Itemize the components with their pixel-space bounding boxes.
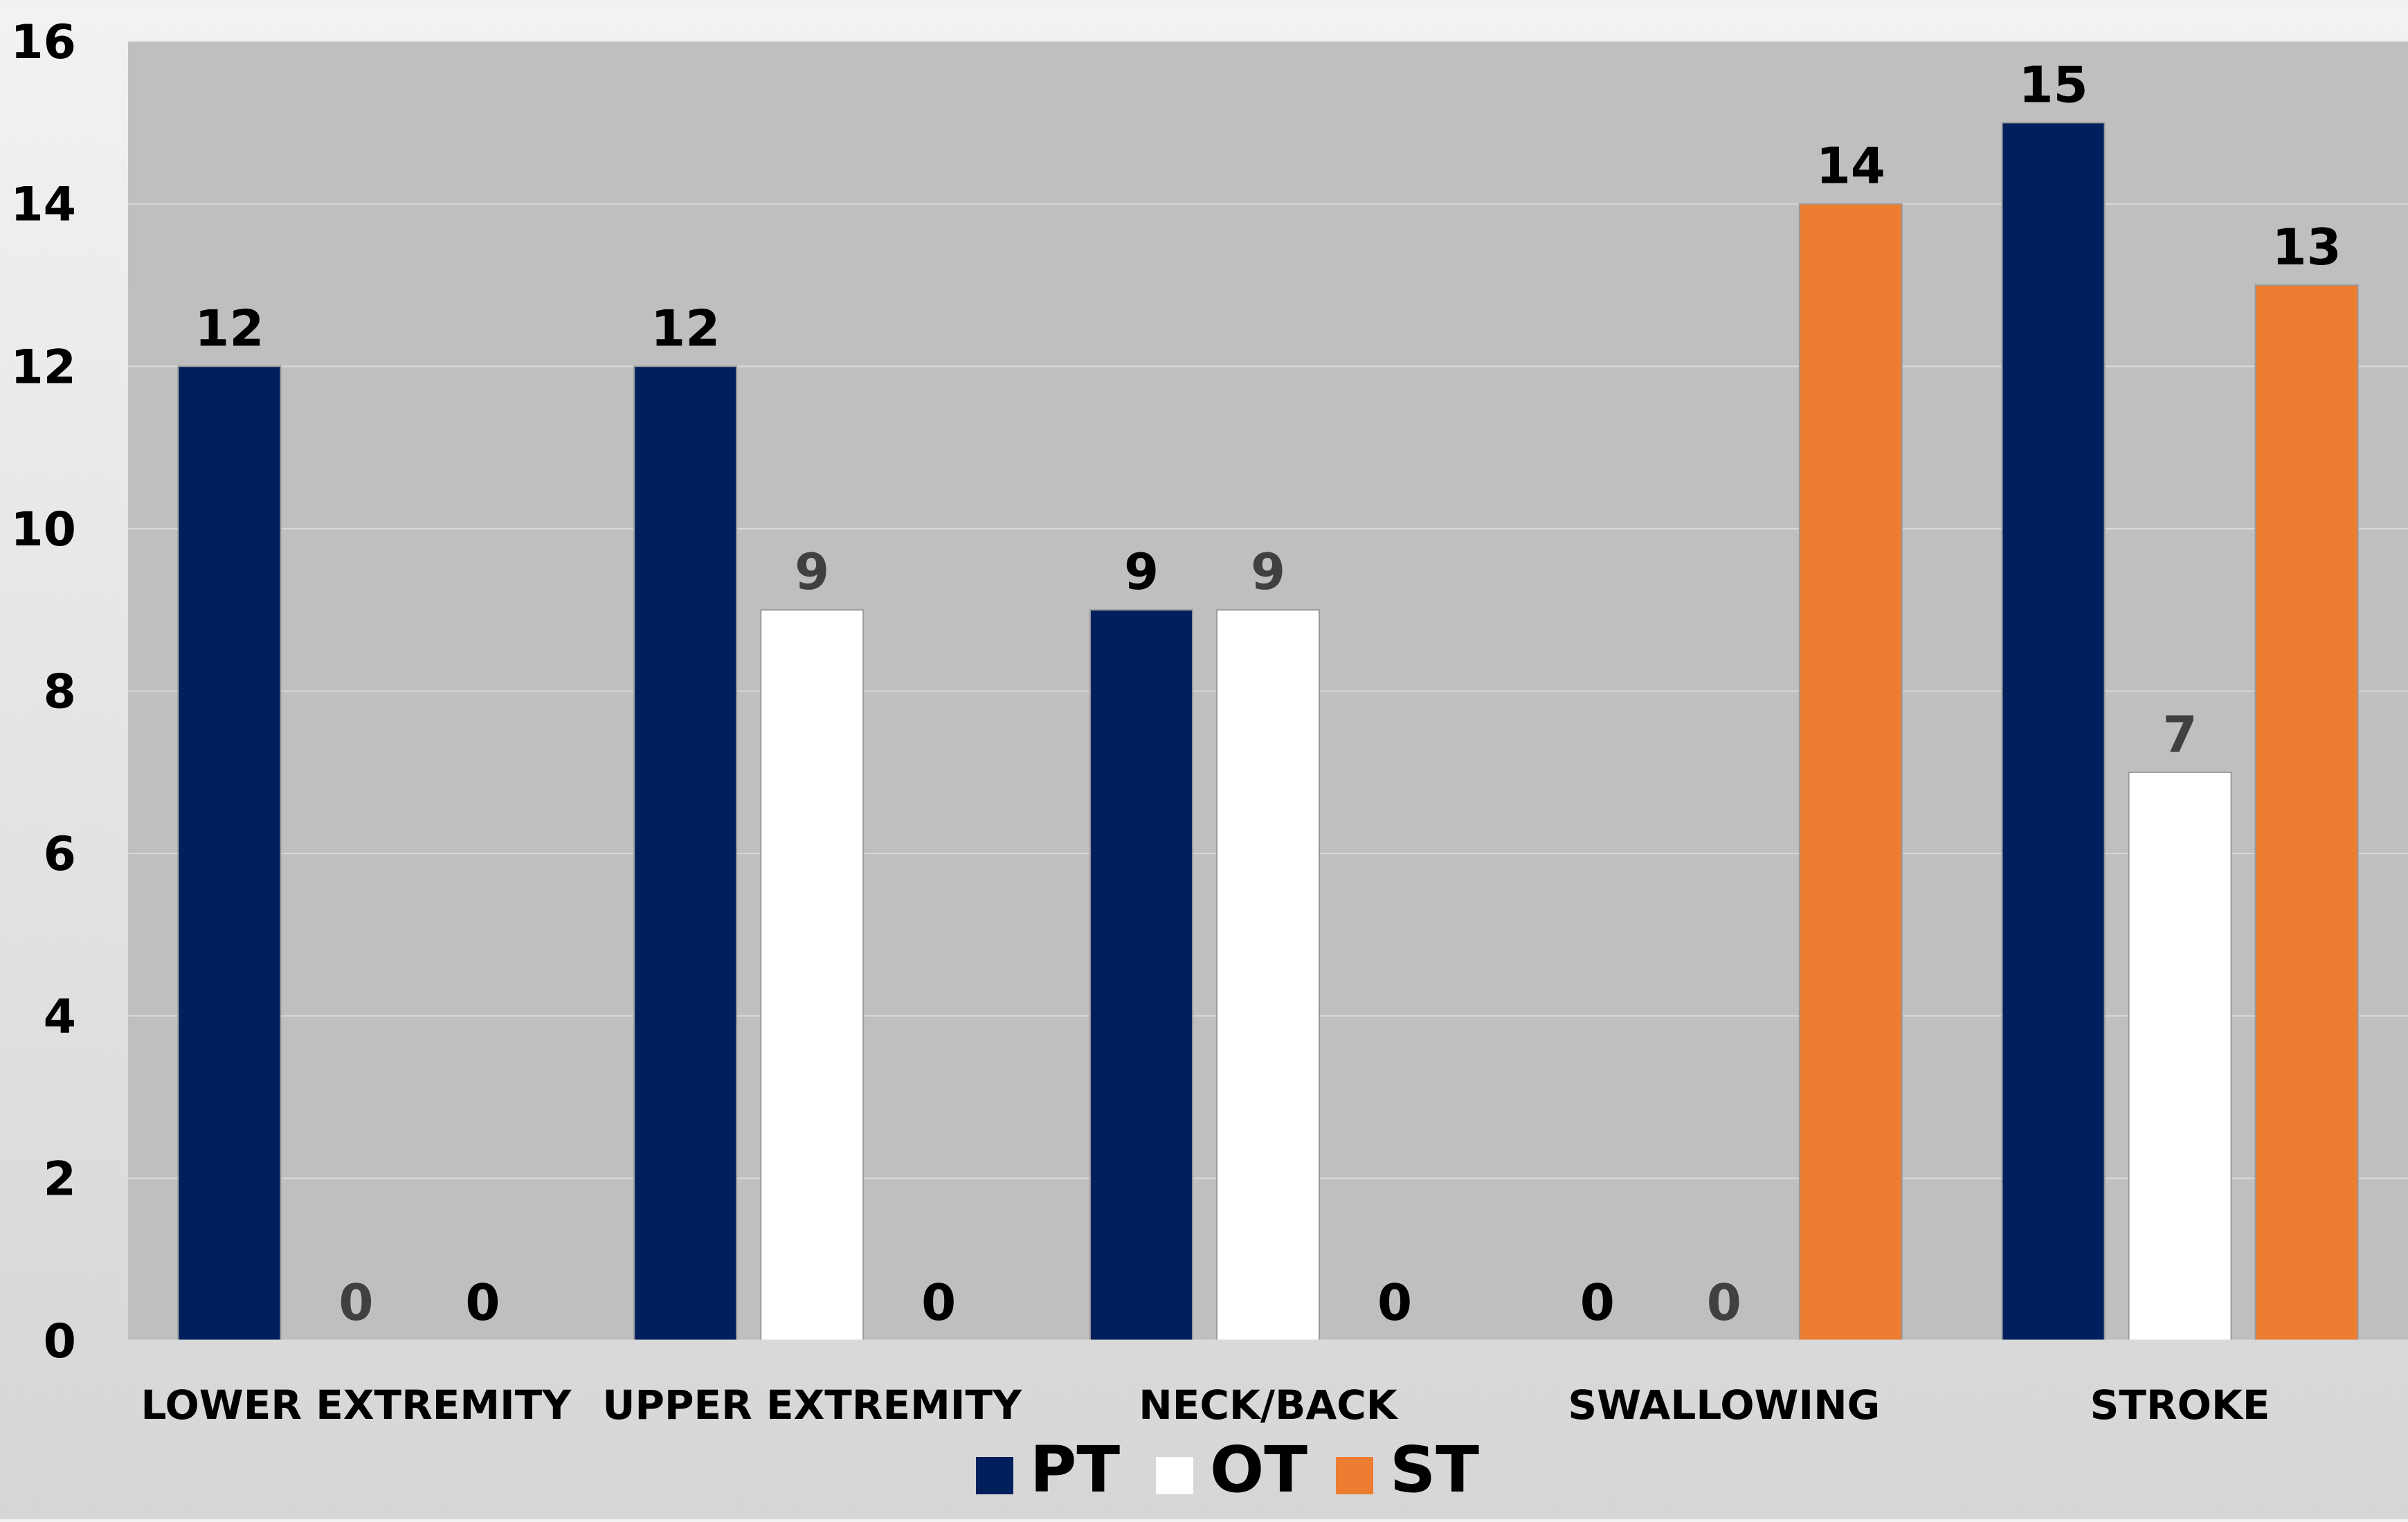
- bar-st: [2254, 284, 2359, 1341]
- y-tick-label: 16: [10, 15, 76, 70]
- data-label: 9: [1251, 543, 1285, 601]
- bar-pt: [1089, 609, 1193, 1341]
- data-label: 12: [194, 299, 264, 357]
- bar-ot: [760, 609, 864, 1341]
- data-label: 15: [2018, 55, 2088, 114]
- x-tick-label: SWALLOWING: [1568, 1381, 1880, 1429]
- x-tick-label: UPPER EXTREMITY: [602, 1381, 1022, 1429]
- legend-label-ot: OT: [1210, 1433, 1307, 1507]
- bar-ot: [2128, 771, 2232, 1341]
- data-label: 9: [795, 543, 829, 601]
- data-label: 0: [338, 1274, 373, 1332]
- y-tick-label: 10: [10, 502, 76, 557]
- bar-pt: [177, 365, 282, 1341]
- y-tick-label: 8: [44, 665, 76, 720]
- bar-pt: [633, 365, 738, 1341]
- legend-swatch-ot: [1156, 1457, 1193, 1494]
- legend-label-pt: PT: [1030, 1433, 1120, 1507]
- legend-swatch-pt: [976, 1457, 1013, 1494]
- bar-ot: [1216, 609, 1320, 1341]
- y-tick-label: 2: [44, 1152, 76, 1206]
- data-label: 0: [1377, 1274, 1412, 1332]
- data-label: 9: [1124, 543, 1159, 601]
- data-label: 7: [2163, 705, 2198, 763]
- x-tick-label: NECK/BACK: [1139, 1381, 1399, 1429]
- data-label: 0: [465, 1274, 500, 1332]
- y-tick-label: 12: [10, 340, 76, 395]
- data-label: 0: [1580, 1274, 1615, 1332]
- y-tick-label: 14: [10, 178, 76, 233]
- data-label: 14: [1816, 137, 1885, 195]
- data-label: 12: [651, 299, 720, 357]
- legend-swatch-st: [1336, 1457, 1373, 1494]
- data-label: 0: [1707, 1274, 1741, 1332]
- data-label: 13: [2272, 218, 2341, 276]
- x-tick-label: STROKE: [2090, 1381, 2270, 1429]
- bar-pt: [2001, 122, 2106, 1341]
- y-tick-label: 6: [44, 827, 76, 882]
- bar-st: [1798, 203, 1903, 1341]
- legend-label-st: ST: [1390, 1433, 1479, 1507]
- data-label: 0: [921, 1274, 956, 1332]
- x-tick-label: LOWER EXTREMITY: [141, 1381, 572, 1429]
- y-tick-label: 4: [44, 990, 76, 1044]
- y-tick-label: 0: [44, 1314, 76, 1369]
